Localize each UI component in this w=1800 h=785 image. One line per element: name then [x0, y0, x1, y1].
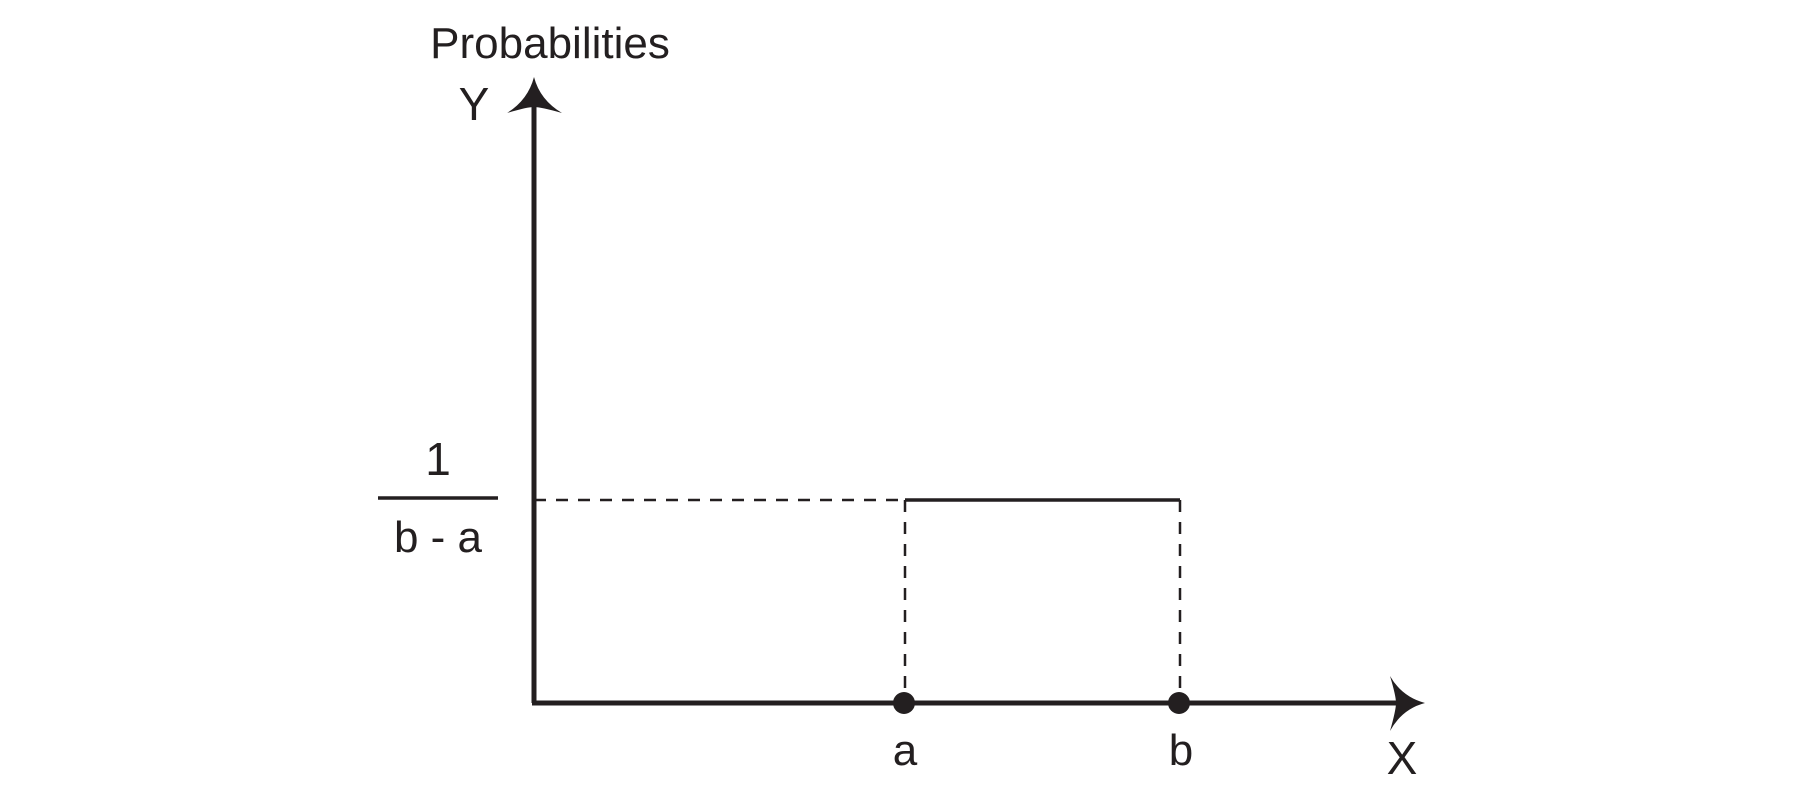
y-tick-numerator: 1 — [425, 433, 451, 485]
point-b — [1168, 692, 1190, 714]
y-axis-arrowhead — [507, 77, 562, 113]
x-tick-label-a: a — [893, 726, 918, 775]
y-axis-letter: Y — [459, 78, 490, 130]
x-axis-arrowhead — [1390, 676, 1425, 731]
point-a — [893, 692, 915, 714]
x-tick-label-b: b — [1169, 726, 1193, 775]
y-tick-denominator: b - a — [394, 513, 483, 562]
y-axis-title: Probabilities — [430, 19, 670, 68]
x-axis-letter: X — [1387, 732, 1418, 784]
